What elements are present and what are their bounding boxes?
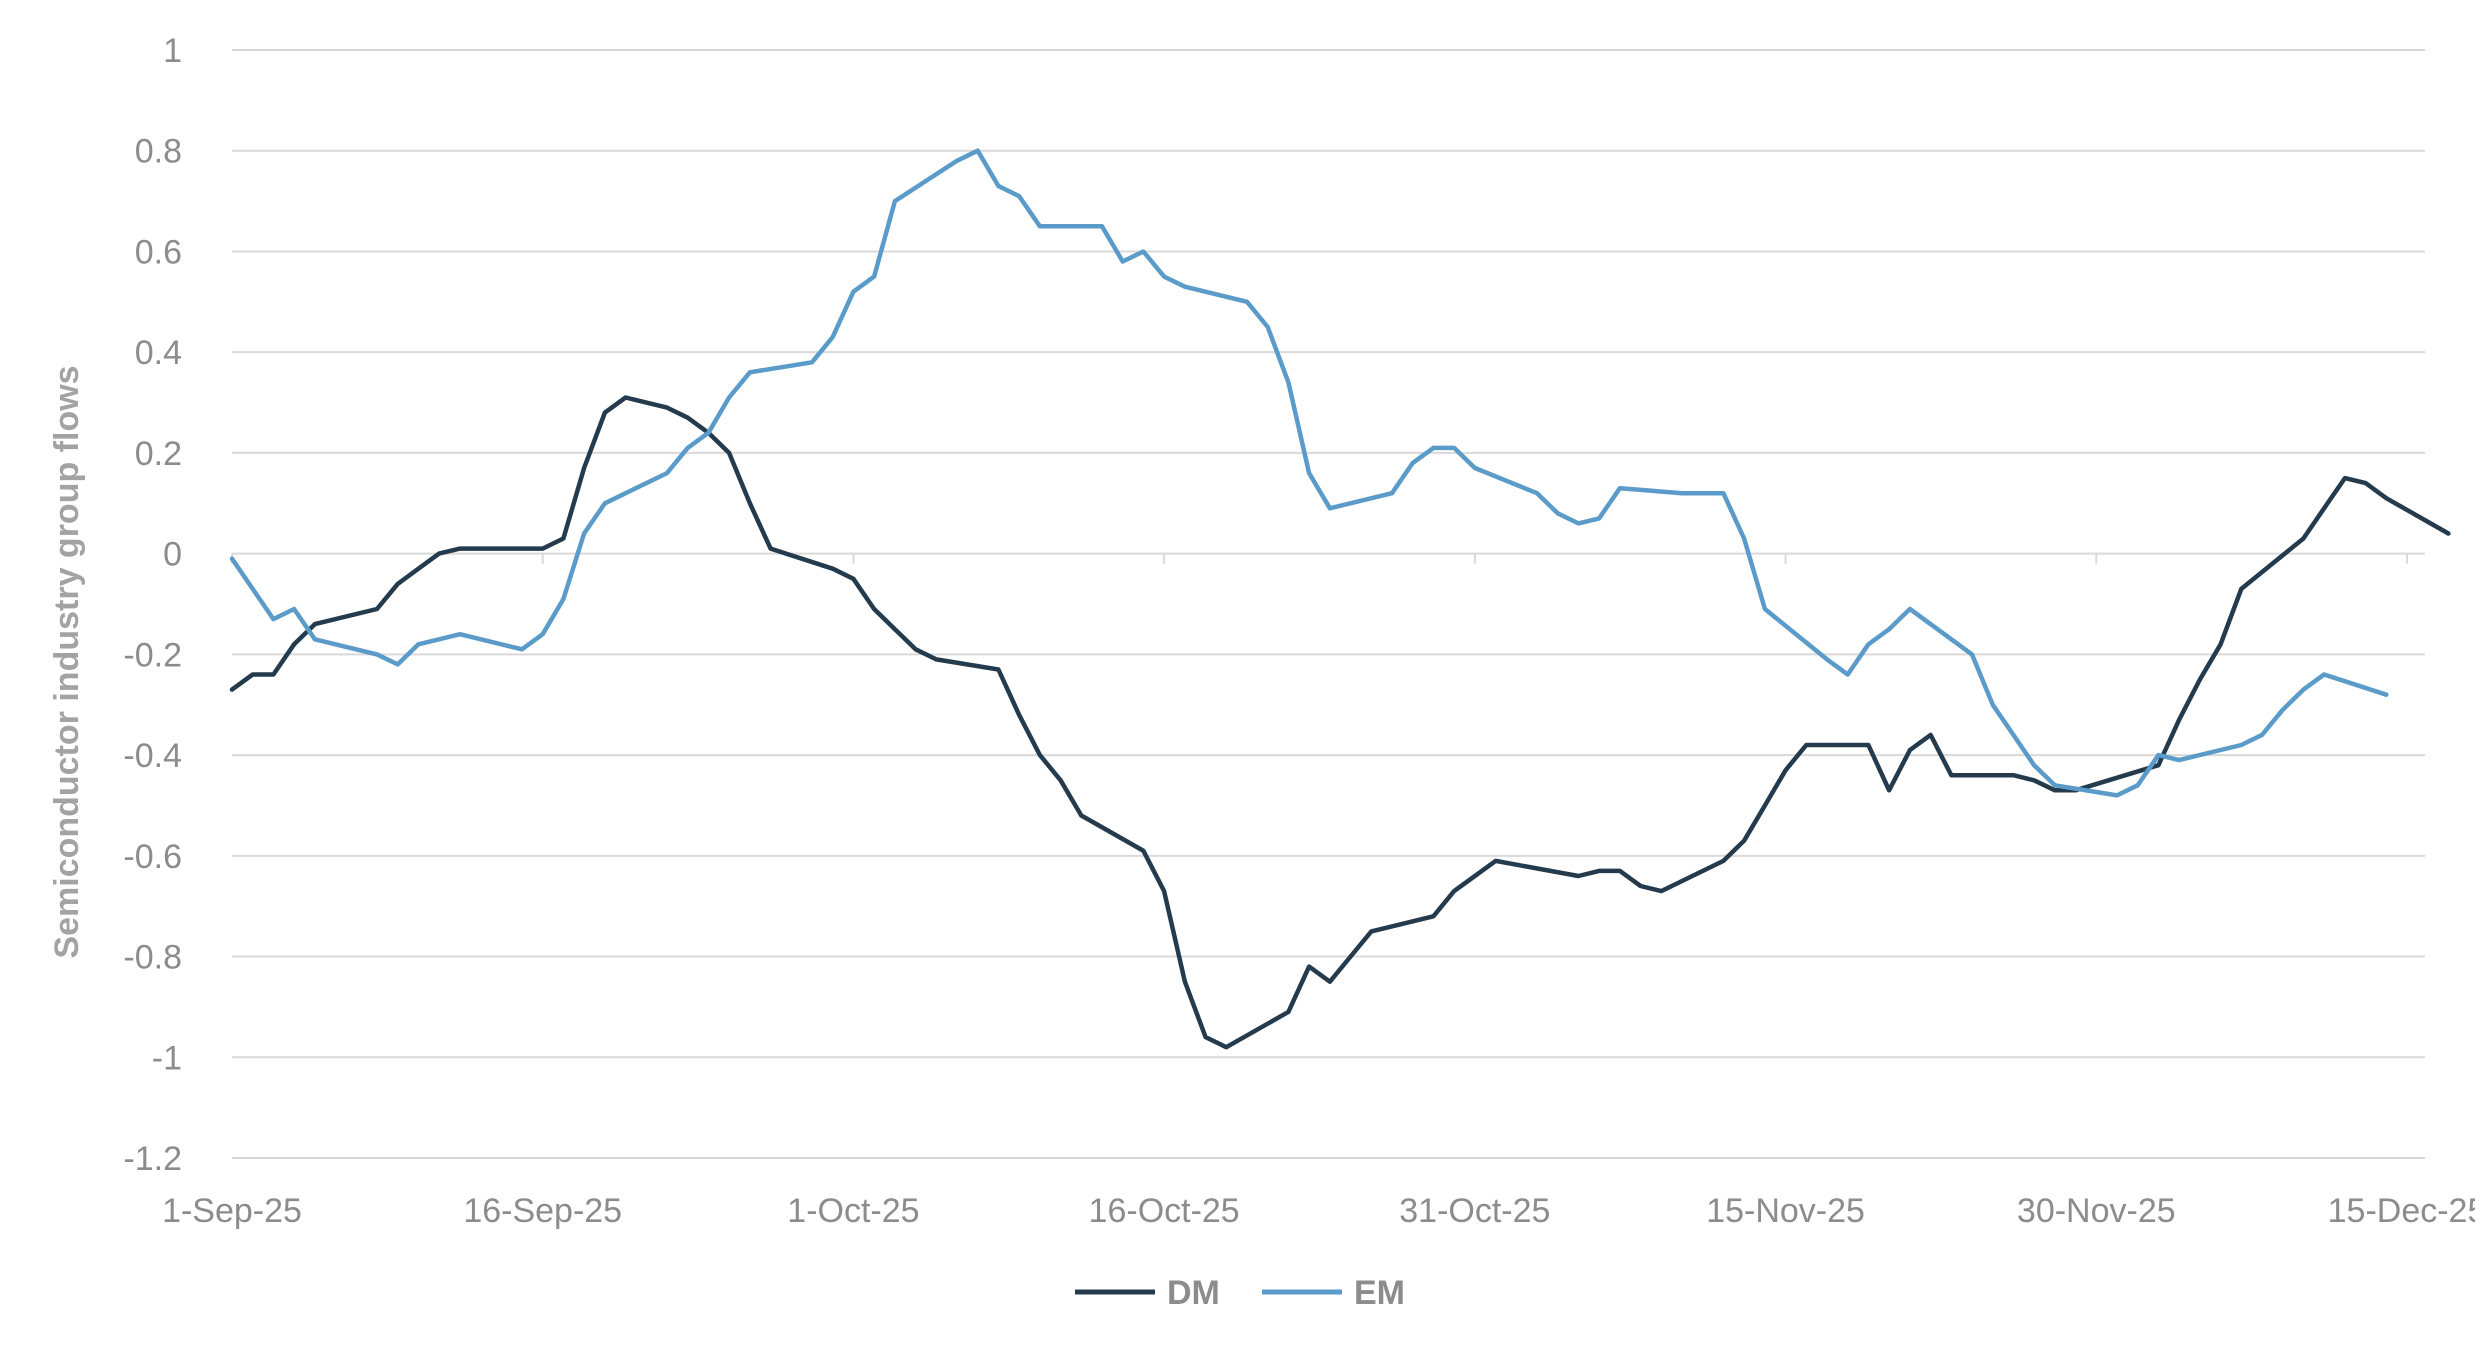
y-tick-label: -0.4 bbox=[123, 737, 182, 775]
y-tick-label: 0.4 bbox=[135, 334, 182, 372]
legend: DM EM bbox=[1075, 1274, 1405, 1312]
gridlines bbox=[232, 49, 2425, 1159]
y-tick-label: 0.8 bbox=[135, 133, 182, 171]
x-axis bbox=[231, 552, 2425, 564]
y-axis-tick-labels: 1 0.8 0.6 0.4 0.2 0 -0.2 -0.4 -0.6 -0.8 -1 -1.2 bbox=[123, 32, 182, 1178]
x-tick-label: 15-Dec-25 bbox=[2328, 1192, 2475, 1230]
x-tick-label: 31-Oct-25 bbox=[1399, 1192, 1550, 1230]
series-line-dm bbox=[229, 395, 2451, 1050]
y-tick-label: 0.2 bbox=[135, 435, 182, 473]
y-tick-label: 0 bbox=[163, 536, 182, 574]
series-lines bbox=[229, 148, 2451, 1050]
y-tick-label: -0.2 bbox=[123, 636, 182, 674]
y-tick-label: -0.6 bbox=[123, 838, 182, 876]
y-tick-label: -0.8 bbox=[123, 939, 182, 977]
x-tick-label: 15-Nov-25 bbox=[1706, 1192, 1865, 1230]
legend-label-dm: DM bbox=[1167, 1274, 1220, 1312]
y-tick-label: 0.6 bbox=[135, 233, 182, 271]
y-axis-title: Semiconductor industry group flows bbox=[48, 365, 86, 958]
x-tick-label: 16-Oct-25 bbox=[1089, 1192, 1240, 1230]
y-tick-label: 1 bbox=[163, 32, 182, 70]
x-tick-label: 1-Oct-25 bbox=[787, 1192, 919, 1230]
x-tick-label: 30-Nov-25 bbox=[2017, 1192, 2176, 1230]
y-tick-label: -1.2 bbox=[123, 1140, 182, 1178]
x-tick-label: 16-Sep-25 bbox=[463, 1192, 622, 1230]
x-tick-label: 1-Sep-25 bbox=[162, 1192, 302, 1230]
legend-label-em: EM bbox=[1354, 1274, 1405, 1312]
y-tick-label: -1 bbox=[152, 1039, 182, 1077]
x-axis-tick-labels: 1-Sep-25 16-Sep-25 1-Oct-25 16-Oct-25 31-Oct… bbox=[162, 1192, 2475, 1230]
series-line-em bbox=[229, 148, 2389, 798]
